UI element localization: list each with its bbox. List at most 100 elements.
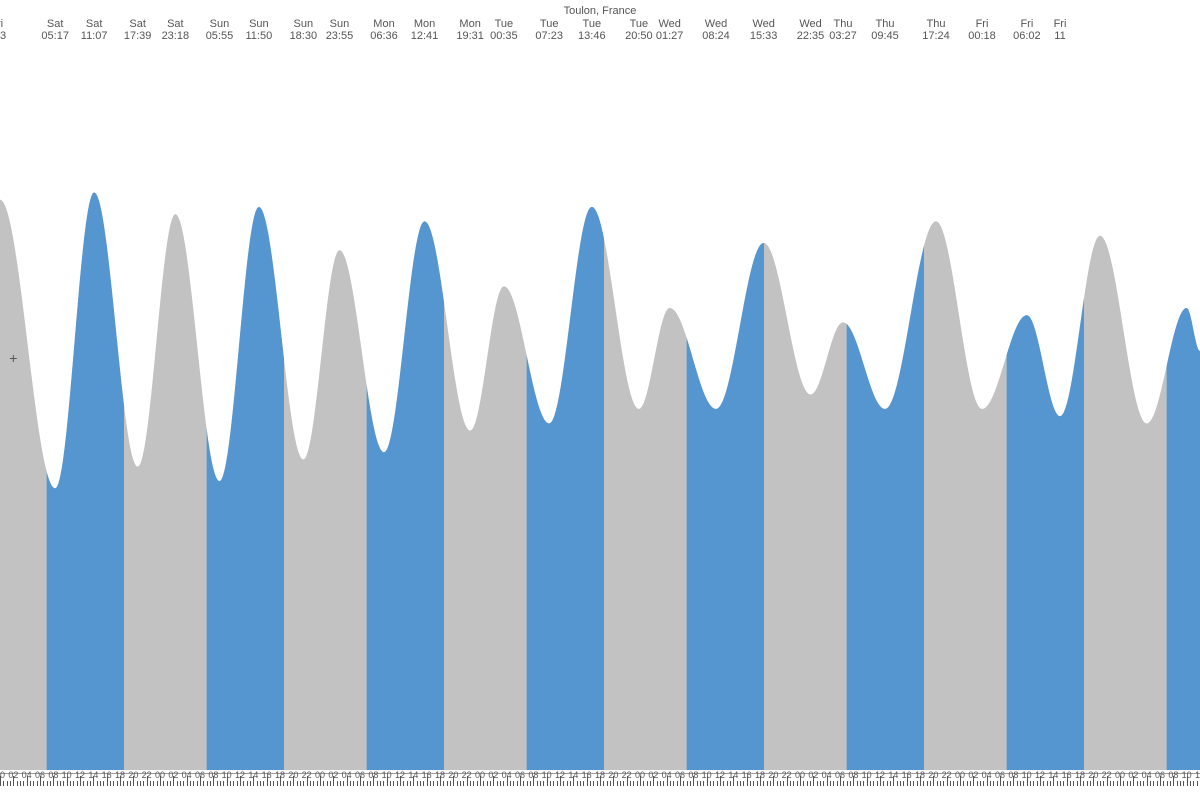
xaxis-tick-minor [923, 781, 924, 786]
xaxis-tick-minor [803, 781, 804, 786]
xaxis-label: 20 [448, 770, 458, 780]
xaxis-tick-minor [1190, 781, 1191, 786]
extrema-label: Mon19:31 [456, 18, 484, 42]
xaxis-tick-minor [877, 781, 878, 786]
xaxis-tick-minor [233, 781, 234, 786]
xaxis-label: 20 [768, 770, 778, 780]
xaxis-tick-minor [1193, 781, 1194, 786]
xaxis-tick-minor [353, 781, 354, 786]
extrema-label-day: Thu [871, 18, 899, 30]
xaxis-tick-minor [313, 781, 314, 786]
xaxis-label: 14 [408, 770, 418, 780]
extrema-label: Thu17:24 [922, 18, 950, 42]
extrema-label: Wed15:33 [750, 18, 778, 42]
extrema-label: Sat23:18 [162, 18, 190, 42]
extrema-label-time: 08:24 [702, 30, 730, 42]
xaxis-tick-minor [1137, 781, 1138, 786]
xaxis-tick-minor [1157, 781, 1158, 786]
xaxis-tick-minor [1057, 781, 1058, 786]
xaxis-tick-minor [983, 781, 984, 786]
extrema-label-time: 43 [0, 30, 6, 42]
xaxis-tick-minor [1020, 781, 1021, 786]
xaxis-label: 04 [22, 770, 32, 780]
xaxis-tick-minor [270, 781, 271, 786]
xaxis-tick-minor [730, 781, 731, 786]
xaxis-label: 22 [142, 770, 152, 780]
xaxis-tick-minor [343, 781, 344, 786]
extrema-label: Tue00:35 [490, 18, 518, 42]
xaxis-label: 18 [435, 770, 445, 780]
xaxis-tick-minor [47, 781, 48, 786]
xaxis-tick-minor [10, 781, 11, 786]
xaxis-tick-minor [473, 781, 474, 786]
xaxis-tick-minor [740, 781, 741, 786]
xaxis-tick-minor [230, 781, 231, 786]
xaxis-label: 02 [968, 770, 978, 780]
xaxis-tick-minor [203, 781, 204, 786]
xaxis-tick-minor [90, 781, 91, 786]
xaxis-tick-minor [870, 781, 871, 786]
xaxis-tick-minor [703, 781, 704, 786]
xaxis-tick-minor [793, 781, 794, 786]
reference-mark: + [9, 350, 17, 366]
xaxis-tick-minor [380, 781, 381, 786]
xaxis-tick-minor [763, 781, 764, 786]
xaxis-tick-minor [377, 781, 378, 786]
xaxis-tick-minor [130, 781, 131, 786]
xaxis-tick-minor [237, 781, 238, 786]
extrema-label-day: Wed [750, 18, 778, 30]
extrema-label-time: 05:17 [41, 30, 69, 42]
xaxis-tick-minor [810, 781, 811, 786]
xaxis-tick-minor [1033, 781, 1034, 786]
xaxis-label: 06 [35, 770, 45, 780]
xaxis-tick-minor [470, 781, 471, 786]
xaxis-label: 22 [1102, 770, 1112, 780]
extrema-label-time: 11:07 [81, 30, 108, 42]
xaxis-tick-minor [513, 781, 514, 786]
extrema-label: Wed22:35 [797, 18, 825, 42]
xaxis-tick-minor [1043, 781, 1044, 786]
xaxis-tick-minor [980, 781, 981, 786]
xaxis-tick-minor [1037, 781, 1038, 786]
xaxis-tick-minor [23, 781, 24, 786]
xaxis-tick-minor [317, 781, 318, 786]
xaxis-tick-minor [417, 781, 418, 786]
xaxis-tick-minor [50, 781, 51, 786]
extrema-label-time: 23:18 [162, 30, 190, 42]
xaxis-tick-minor [1030, 781, 1031, 786]
xaxis-tick-minor [503, 781, 504, 786]
xaxis-label: 08 [688, 770, 698, 780]
xaxis-tick-minor [910, 781, 911, 786]
extrema-label-day: Sat [162, 18, 190, 30]
xaxis-tick-minor [273, 781, 274, 786]
xaxis-tick-minor [883, 781, 884, 786]
xaxis-label: 08 [1008, 770, 1018, 780]
xaxis-tick-minor [1060, 781, 1061, 786]
xaxis-tick-minor [583, 781, 584, 786]
xaxis-tick-minor [963, 781, 964, 786]
xaxis-label: 00 [955, 770, 965, 780]
extrema-label-time: 11 [1054, 30, 1067, 42]
extrema-label-day: Mon [456, 18, 484, 30]
xaxis-tick-minor [777, 781, 778, 786]
xaxis-tick-minor [190, 781, 191, 786]
xaxis-label: 02 [8, 770, 18, 780]
extrema-label: Mon06:36 [370, 18, 398, 42]
xaxis-tick-minor [83, 781, 84, 786]
xaxis-label: 06 [675, 770, 685, 780]
xaxis-label: 16 [582, 770, 592, 780]
xaxis-tick-minor [1110, 781, 1111, 786]
xaxis-tick-minor [433, 781, 434, 786]
extrema-labels: ri43Sat05:17Sat11:07Sat17:39Sat23:18Sun0… [0, 18, 1200, 48]
xaxis-label: 14 [1048, 770, 1058, 780]
xaxis-tick-minor [597, 781, 598, 786]
xaxis-tick-minor [943, 781, 944, 786]
xaxis-tick-minor [500, 781, 501, 786]
xaxis-tick-minor [900, 781, 901, 786]
xaxis-tick-minor [153, 781, 154, 786]
extrema-label: Sun05:55 [206, 18, 234, 42]
xaxis-tick-minor [710, 781, 711, 786]
xaxis-label: 18 [275, 770, 285, 780]
xaxis-tick-minor [1070, 781, 1071, 786]
xaxis-label: 10 [382, 770, 392, 780]
